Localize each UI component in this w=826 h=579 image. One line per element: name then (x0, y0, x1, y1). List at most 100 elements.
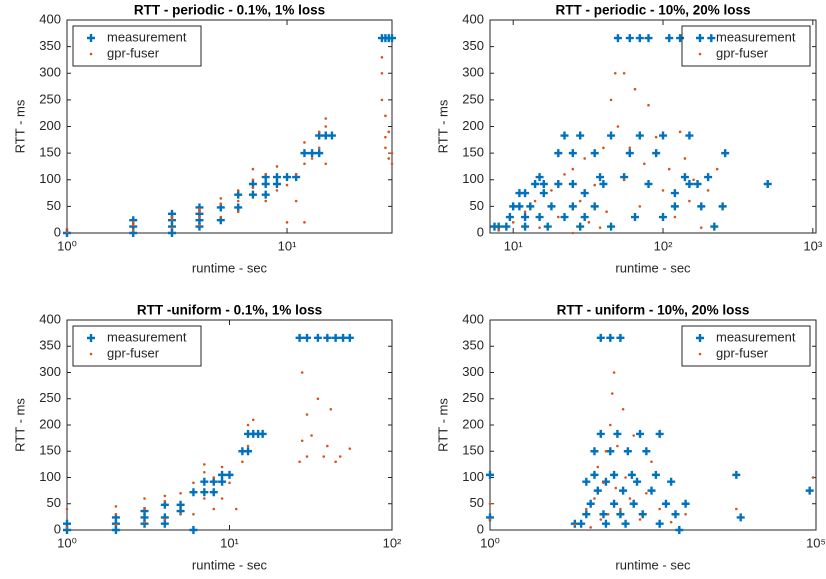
fuser-point (192, 481, 195, 485)
measurement-point (655, 429, 664, 438)
fuser-point (198, 215, 201, 219)
measurement-point (568, 180, 577, 189)
x-tick-label: 10² (383, 535, 402, 550)
fuser-point (619, 507, 622, 511)
measurement-point (635, 131, 644, 140)
subplot: RTT -uniform - 0.1%, 1% loss runtime - se… (12, 303, 402, 573)
x-tick-label: 10¹ (278, 238, 297, 253)
fuser-point (198, 207, 201, 211)
fuser-point (317, 130, 321, 134)
subplot: RTT - periodic - 10%, 20% loss runtime - … (435, 3, 822, 276)
y-tick-label: 400 (462, 11, 484, 26)
fuser-point (384, 135, 387, 139)
fuser-point (593, 183, 597, 187)
fuser-point (275, 165, 279, 168)
measurement-point (638, 510, 647, 519)
fuser-point (387, 130, 391, 134)
fuser-point (511, 221, 515, 224)
legend-box (72, 25, 202, 67)
measurement-point (345, 333, 354, 342)
measurement-point (234, 190, 243, 199)
measurement-point (582, 477, 591, 486)
measurement-point (619, 486, 628, 495)
measurement-point (577, 519, 586, 528)
measurement-point (272, 173, 281, 182)
x-axis-label: runtime - sec (615, 557, 691, 572)
fuser-point (650, 460, 653, 464)
fuser-point (497, 229, 500, 232)
measurement-point (526, 202, 535, 211)
fuser-point (633, 87, 637, 91)
fuser-point (192, 512, 195, 516)
fuser-point (488, 502, 492, 506)
measurement-point (554, 180, 563, 189)
y-axis-label: RTT - ms (12, 99, 27, 153)
legend-box (72, 325, 202, 367)
measurement-point (721, 149, 730, 158)
fuser-point (198, 210, 201, 213)
y-tick-label: 200 (462, 416, 484, 431)
chart-title: RTT - uniform - 10%, 20% loss (557, 303, 750, 318)
fuser-point (684, 512, 687, 516)
fuser-point (598, 226, 602, 229)
y-tick-label: 100 (39, 171, 61, 186)
fuser-point (550, 189, 553, 192)
measurement-point (625, 34, 634, 43)
legend-marker (696, 334, 704, 342)
measurement-point (805, 486, 814, 495)
measurement-point (704, 173, 713, 182)
fuser-point (669, 520, 673, 524)
y-tick-label: 150 (39, 145, 61, 160)
fuser-point (638, 205, 642, 208)
fuser-point (220, 497, 224, 500)
y-tick-label: 200 (462, 118, 484, 133)
y-tick-label: 50 (470, 198, 484, 213)
fuser-point (300, 439, 304, 443)
fuser-point (246, 444, 250, 448)
y-tick-label: 0 (54, 521, 61, 536)
measurement-point (582, 510, 591, 519)
measurement-point (313, 333, 322, 342)
fuser-point (609, 423, 612, 427)
fuser-point (706, 189, 710, 192)
measurement-point (676, 34, 685, 43)
measurement-point (607, 131, 616, 140)
measurement-point (308, 149, 317, 158)
fuser-point (699, 226, 703, 229)
measurement-point (218, 477, 227, 486)
measurement-point (300, 149, 309, 158)
fuser-point (251, 186, 255, 190)
measurement-point (539, 189, 548, 198)
legend-marker (87, 334, 95, 342)
x-axis-label: runtime - sec (615, 260, 691, 275)
fuser-point (114, 505, 118, 508)
fuser-point (303, 221, 306, 224)
fuser-point (673, 215, 677, 219)
fuser-point (735, 507, 738, 511)
fuser-point (606, 512, 610, 516)
measurement-point (189, 526, 198, 534)
measurement-point (535, 173, 544, 182)
legend-marker (696, 34, 704, 42)
x-tick-label: 10⁵ (806, 535, 826, 550)
fuser-point (533, 199, 537, 203)
measurement-point (521, 213, 530, 222)
fuser-point (163, 494, 167, 498)
fuser-point (143, 520, 146, 524)
measurement-point (339, 333, 348, 342)
y-tick-label: 300 (462, 364, 484, 379)
measurement-point (601, 519, 610, 528)
fuser-point (390, 162, 394, 166)
fuser-point (488, 518, 492, 521)
fuser-point (390, 151, 394, 155)
fuser-point (613, 71, 617, 75)
fuser-point (622, 178, 626, 182)
measurement-point (625, 149, 634, 158)
fuser-point (654, 135, 658, 139)
chart-title: RTT - periodic - 0.1%, 1% loss (134, 3, 325, 18)
measurement-point (693, 180, 702, 189)
fuser-point (131, 229, 135, 232)
y-tick-label: 100 (462, 171, 484, 186)
fuser-point (322, 455, 326, 458)
measurement-point (670, 189, 679, 198)
